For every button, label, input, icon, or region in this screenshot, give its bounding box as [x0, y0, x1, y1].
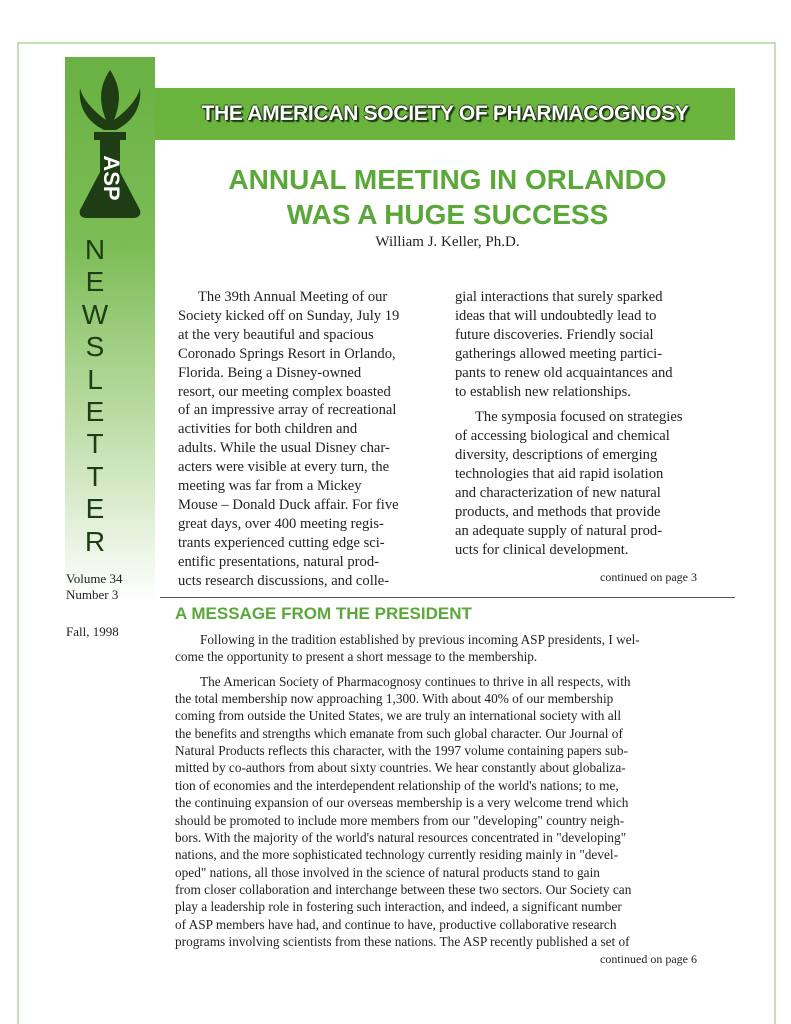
body-line: gatherings allowed meeting partici- [455, 345, 663, 362]
body-line: and characterization of new natural [455, 485, 661, 501]
body-line: The 39th Annual Meeting of our [198, 289, 388, 305]
message-line: oped" nations, all those involved in the… [175, 864, 600, 880]
body-line: resort, our meeting complex boasted [178, 383, 391, 400]
message-line: play a leadership role in fostering such… [175, 899, 622, 915]
message-line: nations, and the more sophisticated tech… [175, 847, 619, 863]
banner [155, 88, 735, 140]
message-line: of ASP members have had, and continue to… [175, 916, 617, 932]
body-line: activities for both children and [178, 421, 358, 438]
sidebar-letter: T [86, 428, 104, 460]
sidebar-letter: E [85, 266, 105, 298]
body-line: products, and methods that provide [455, 503, 661, 520]
body-line: acters were visible at every turn, the [178, 459, 390, 476]
message-line: Following in the tradition established b… [200, 632, 640, 647]
continued: continued on page 6 [600, 952, 697, 966]
body-line: The symposia focused on strategies [475, 409, 683, 426]
body-line: of accessing biological and chemical [455, 428, 670, 445]
message-line: from closer collaboration and interchang… [175, 881, 632, 897]
body-line: ideas that will undoubtedly lead to [455, 307, 657, 324]
number: Number 3 [66, 587, 119, 602]
body-line: of an impressive array of recreational [178, 402, 397, 419]
message-line: Natural Products reflects this character… [175, 743, 628, 759]
banner-title: THE AMERICAN SOCIETY OF PHARMACOGNOSY [201, 102, 689, 125]
logo: ASP [79, 70, 141, 218]
headline: ANNUAL MEETING IN ORLANDO [228, 164, 667, 195]
body-line: technologies that aid rapid isolation [455, 466, 664, 483]
message-line: the continuing expansion of our overseas… [175, 795, 629, 811]
message-line: coming from outside the United States, w… [175, 708, 622, 724]
body-line: pants to renew old acquaintances and [455, 364, 673, 381]
body-line: adults. While the usual Disney char- [178, 440, 390, 457]
sidebar-letter: E [85, 396, 105, 427]
sidebar-letter: T [86, 460, 104, 492]
sidebar-letter: W [81, 298, 109, 330]
sidebar-letter: L [87, 363, 103, 395]
body-line: Society kicked off on Sunday, July 19 [178, 307, 400, 324]
section-heading: A MESSAGE FROM THE PRESIDENT [175, 604, 472, 623]
body-line: meeting was far from a Mickey [178, 478, 362, 494]
body-line: ucts research discussions, and colle- [178, 572, 390, 589]
message-line: programs involving scientists from these… [175, 933, 630, 949]
sidebar-letter: R [84, 525, 106, 557]
headline: WAS A HUGE SUCCESS [286, 199, 609, 230]
body-line: gial interactions that surely sparked [455, 289, 663, 305]
sidebar-letter: N [84, 234, 106, 265]
date: Fall, 1998 [66, 624, 119, 639]
author: William J. Keller, Ph.D. [375, 234, 520, 250]
body-line: Florida. Being a Disney-owned [178, 364, 362, 381]
body-line: Coronado Springs Resort in Orlando, [178, 345, 396, 362]
message-line: tion of economies and the interdependent… [175, 777, 619, 793]
body-line: at the very beautiful and spacious [178, 326, 374, 343]
body-line: entific presentations, natural prod- [178, 553, 379, 570]
message-line: come the opportunity to present a short … [175, 649, 538, 665]
rule [160, 597, 735, 598]
body-line: future discoveries. Friendly social [455, 326, 654, 343]
body-line: an adequate supply of natural prod- [455, 522, 663, 539]
body-line: diversity, descriptions of emerging [455, 447, 658, 464]
message-line: mitted by co-authors from about sixty co… [175, 760, 626, 776]
body-line: trants experienced cutting edge sci- [178, 534, 385, 551]
continued: continued on page 3 [600, 570, 697, 584]
body-line: to establish new relationships. [455, 383, 631, 400]
message-line: the benefits and strengths which emanate… [175, 725, 623, 741]
sidebar-letter: E [85, 493, 105, 525]
volume: Volume 34 [66, 571, 123, 586]
message-line: The American Society of Pharmacognosy co… [200, 673, 631, 689]
logo-text: ASP [99, 155, 124, 200]
message-line: should be promoted to include more membe… [175, 812, 625, 828]
sidebar-letter: S [85, 331, 105, 363]
message-line: bors. With the majority of the world's n… [175, 829, 627, 845]
body-line: great days, over 400 meeting regis- [178, 515, 384, 532]
body-line: ucts for clinical development. [455, 541, 629, 558]
body-line: Mouse – Donald Duck affair. For five [178, 496, 399, 513]
message-line: the total membership now approaching 1,3… [175, 691, 614, 707]
